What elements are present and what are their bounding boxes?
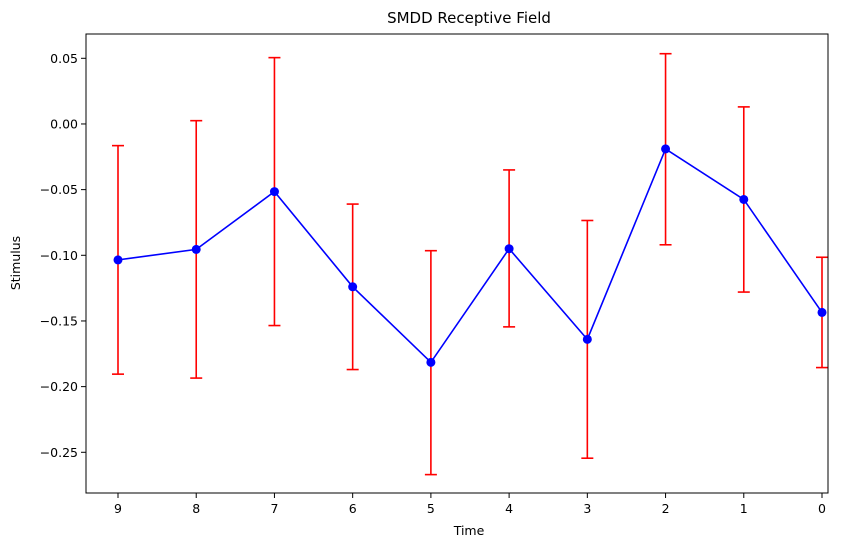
y-tick-label: −0.15 [40,313,78,328]
data-point [582,334,592,344]
y-tick-label: −0.10 [40,248,78,263]
y-tick-label: 0.00 [50,116,78,131]
data-point [504,244,514,254]
y-tick-label: 0.05 [50,51,78,66]
chart-title: SMDD Receptive Field [387,9,551,27]
data-point [269,187,279,197]
x-tick-label: 8 [192,501,200,516]
data-point [191,244,201,254]
x-tick-label: 7 [270,501,278,516]
series-line [117,147,823,364]
x-tick-label: 4 [505,501,513,516]
x-tick-label: 2 [662,501,670,516]
x-tick-label: 9 [114,501,122,516]
x-tick-label: 3 [583,501,591,516]
data-point [661,144,671,154]
data-point [348,282,358,292]
x-tick-label: 6 [349,501,357,516]
data-point [113,255,123,265]
y-axis-label: Stimulus [8,236,23,290]
plot-frame [85,33,829,494]
y-tick-label: −0.05 [40,182,78,197]
data-point [426,357,436,367]
x-axis-label: Time [453,523,485,538]
plot-area [112,52,828,476]
data-point [817,307,827,317]
x-tick-label: 5 [427,501,435,516]
data-point [739,194,749,204]
x-tick-label: 1 [740,501,748,516]
y-tick-label: −0.20 [40,379,78,394]
y-tick-label: −0.25 [40,445,78,460]
x-tick-label: 0 [818,501,826,516]
